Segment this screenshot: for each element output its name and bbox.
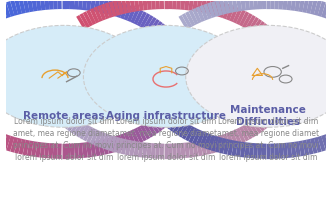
Text: Lorem ipsum dolor sit dim
amet, mea regione diamet
principes at. Cum no movi
lor: Lorem ipsum dolor sit dim amet, mea regi…	[217, 117, 319, 162]
Text: Aging infrastructure: Aging infrastructure	[106, 111, 226, 121]
Circle shape	[0, 25, 146, 127]
Text: Lorem ipsum dolor sit dim
amet, mea regione diamet
principes at. Cum no movi
lor: Lorem ipsum dolor sit dim amet, mea regi…	[115, 117, 217, 162]
Text: Remote areas: Remote areas	[23, 111, 105, 121]
Circle shape	[186, 25, 332, 127]
Circle shape	[83, 25, 249, 127]
Text: Lorem ipsum dolor sit dim
amet, mea regione diamet
principes at. Cum no movi
lor: Lorem ipsum dolor sit dim amet, mea regi…	[13, 117, 115, 162]
Text: Maintenance
Difficulties: Maintenance Difficulties	[230, 105, 306, 127]
